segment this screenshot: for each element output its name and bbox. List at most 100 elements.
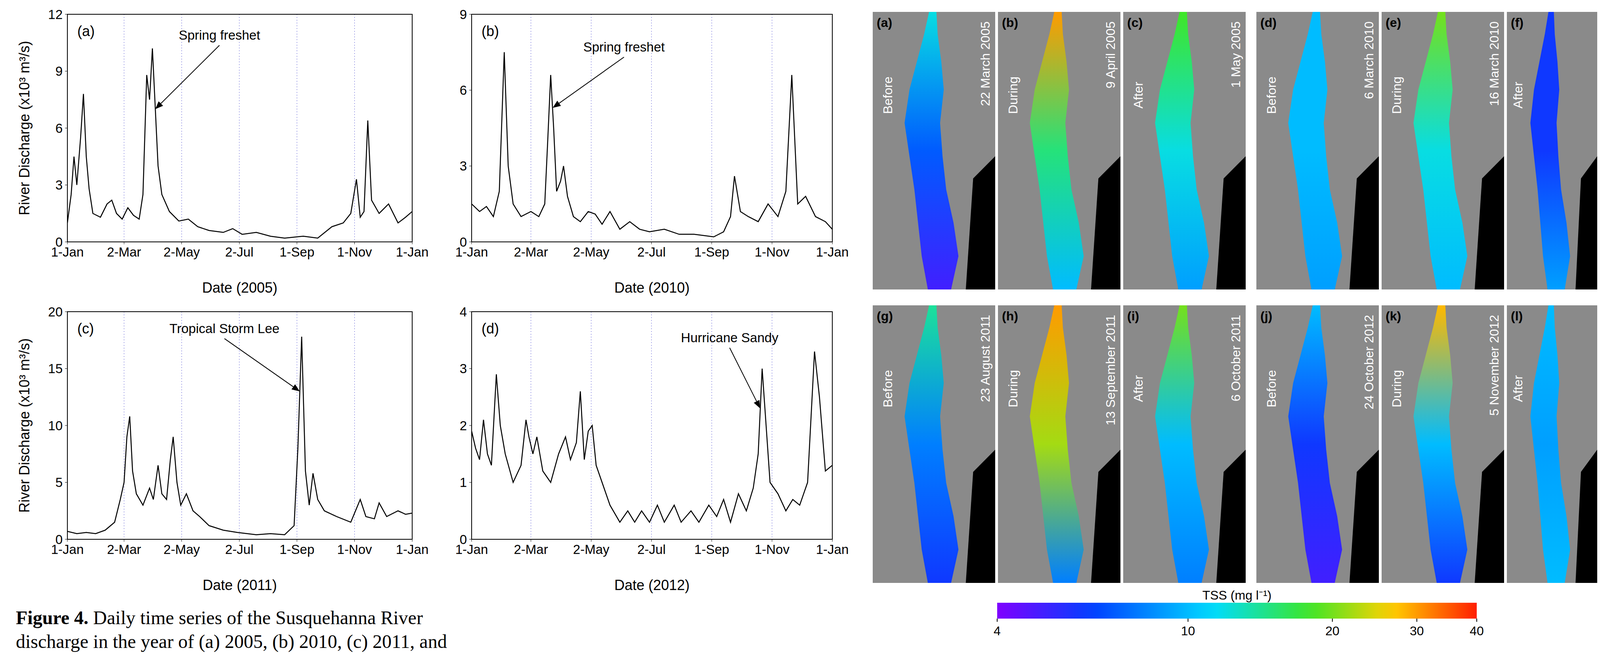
svg-text:6 March 2010: 6 March 2010 xyxy=(1361,21,1377,100)
svg-text:(d): (d) xyxy=(1260,15,1277,30)
svg-text:40: 40 xyxy=(1469,623,1484,638)
svg-text:(i): (i) xyxy=(1127,308,1140,324)
svg-text:20: 20 xyxy=(47,304,63,320)
svg-text:During: During xyxy=(1389,369,1404,408)
svg-text:0: 0 xyxy=(459,234,467,250)
svg-text:After: After xyxy=(1510,374,1526,402)
svg-text:After: After xyxy=(1131,374,1146,402)
html-text:(c): (c) xyxy=(77,320,94,337)
svg-text:After: After xyxy=(1131,81,1146,109)
svg-text:2-Jul: 2-Jul xyxy=(637,244,666,260)
svg-text:2-Mar: 2-Mar xyxy=(107,541,142,557)
svg-text:6: 6 xyxy=(55,120,63,136)
svg-text:1-Sep: 1-Sep xyxy=(694,541,730,557)
svg-text:1: 1 xyxy=(459,474,467,490)
svg-text:23 August 2011: 23 August 2011 xyxy=(978,314,993,402)
html-text:discharge in the year of (a) 2: discharge in the year of (a) 2005, (b) 2… xyxy=(15,630,447,652)
svg-text:6: 6 xyxy=(459,82,467,98)
svg-text:(e): (e) xyxy=(1385,15,1402,30)
svg-text:30: 30 xyxy=(1409,623,1425,638)
svg-text:1-Jan: 1-Jan xyxy=(51,244,84,260)
svg-text:(h): (h) xyxy=(1001,308,1019,324)
svg-text:22 March 2005: 22 March 2005 xyxy=(978,21,993,106)
svg-text:2-May: 2-May xyxy=(163,244,201,260)
svg-text:16 March 2010: 16 March 2010 xyxy=(1487,21,1502,106)
svg-text:2-Jul: 2-Jul xyxy=(637,541,666,557)
svg-text:1-Jan: 1-Jan xyxy=(455,244,489,260)
svg-text:1-Sep: 1-Sep xyxy=(694,244,730,260)
svg-text:0: 0 xyxy=(55,531,63,547)
svg-text:1-Jan: 1-Jan xyxy=(816,541,849,557)
svg-text:2: 2 xyxy=(459,418,467,433)
svg-text:Date (2012): Date (2012) xyxy=(614,576,690,593)
svg-text:15: 15 xyxy=(47,361,63,376)
svg-text:10: 10 xyxy=(47,418,63,433)
html-text:River Discharge (x10³ m³/s): River Discharge (x10³ m³/s) xyxy=(16,40,33,216)
svg-text:Before: Before xyxy=(880,76,895,114)
svg-text:Spring freshet: Spring freshet xyxy=(178,27,260,43)
svg-text:Spring freshet: Spring freshet xyxy=(583,39,665,55)
svg-text:Before: Before xyxy=(880,369,895,408)
svg-text:20: 20 xyxy=(1325,623,1340,638)
svg-text:1-Nov: 1-Nov xyxy=(754,541,790,557)
svg-text:13 September 2011: 13 September 2011 xyxy=(1103,314,1118,426)
svg-text:2-Jul: 2-Jul xyxy=(225,244,254,260)
svg-text:9: 9 xyxy=(459,7,467,22)
svg-text:(b): (b) xyxy=(1001,15,1019,30)
svg-text:(j): (j) xyxy=(1260,308,1273,324)
svg-text:6 October 2011: 6 October 2011 xyxy=(1228,314,1243,402)
svg-text:1-Nov: 1-Nov xyxy=(754,244,790,260)
svg-text:9: 9 xyxy=(55,63,63,79)
svg-text:1 May 2005: 1 May 2005 xyxy=(1228,21,1243,88)
svg-text:2-May: 2-May xyxy=(573,244,610,260)
svg-text:4: 4 xyxy=(459,304,467,320)
svg-text:Before: Before xyxy=(1264,76,1279,114)
html-text:Figure 4. Daily time series of: Figure 4. Daily time series of the Susqu… xyxy=(15,606,423,628)
svg-text:1-Sep: 1-Sep xyxy=(279,541,315,557)
svg-text:2-Mar: 2-Mar xyxy=(107,244,142,260)
svg-text:(a): (a) xyxy=(876,15,893,30)
svg-text:5 November 2012: 5 November 2012 xyxy=(1487,314,1502,416)
svg-text:1-Sep: 1-Sep xyxy=(279,244,315,260)
svg-text:During: During xyxy=(1389,76,1404,114)
svg-text:3: 3 xyxy=(459,361,467,376)
svg-text:2-May: 2-May xyxy=(163,541,201,557)
svg-text:Date (2011): Date (2011) xyxy=(202,576,277,593)
svg-text:1-Jan: 1-Jan xyxy=(816,244,849,260)
svg-text:24 October 2012: 24 October 2012 xyxy=(1361,314,1377,410)
svg-text:Date (2005): Date (2005) xyxy=(202,279,278,296)
svg-text:Hurricane Sandy: Hurricane Sandy xyxy=(680,330,779,345)
svg-text:After: After xyxy=(1510,81,1526,109)
svg-text:0: 0 xyxy=(459,531,467,547)
svg-text:12: 12 xyxy=(47,7,63,22)
svg-text:2-Jul: 2-Jul xyxy=(225,541,254,557)
svg-text:3: 3 xyxy=(459,158,467,174)
svg-text:During: During xyxy=(1005,76,1021,114)
svg-text:3: 3 xyxy=(55,177,63,193)
html-text:River Discharge (x10³ m³/s): River Discharge (x10³ m³/s) xyxy=(16,338,33,513)
svg-text:1-Nov: 1-Nov xyxy=(337,244,373,260)
svg-text:1-Jan: 1-Jan xyxy=(395,244,429,260)
svg-text:(f): (f) xyxy=(1510,15,1524,30)
html-text:(b): (b) xyxy=(481,22,499,40)
svg-text:Before: Before xyxy=(1264,369,1279,408)
svg-text:1-Nov: 1-Nov xyxy=(337,541,373,557)
svg-text:(l): (l) xyxy=(1510,308,1523,324)
svg-text:2-Mar: 2-Mar xyxy=(513,541,548,557)
svg-text:During: During xyxy=(1005,369,1021,408)
svg-text:5: 5 xyxy=(55,474,63,490)
svg-text:0: 0 xyxy=(55,234,63,250)
html-text:(d): (d) xyxy=(481,320,499,337)
svg-text:(g): (g) xyxy=(876,308,893,324)
svg-text:2-May: 2-May xyxy=(573,541,610,557)
svg-text:Date (2010): Date (2010) xyxy=(614,279,690,296)
svg-text:1-Jan: 1-Jan xyxy=(395,541,429,557)
svg-text:2-Mar: 2-Mar xyxy=(513,244,548,260)
svg-text:Tropical Storm Lee: Tropical Storm Lee xyxy=(169,321,280,336)
svg-text:4: 4 xyxy=(993,623,1001,638)
svg-text:(k): (k) xyxy=(1385,308,1402,324)
svg-text:10: 10 xyxy=(1181,623,1196,638)
svg-text:(c): (c) xyxy=(1127,15,1143,30)
html-text:(a): (a) xyxy=(77,22,95,40)
svg-text:9 April 2005: 9 April 2005 xyxy=(1103,21,1118,89)
